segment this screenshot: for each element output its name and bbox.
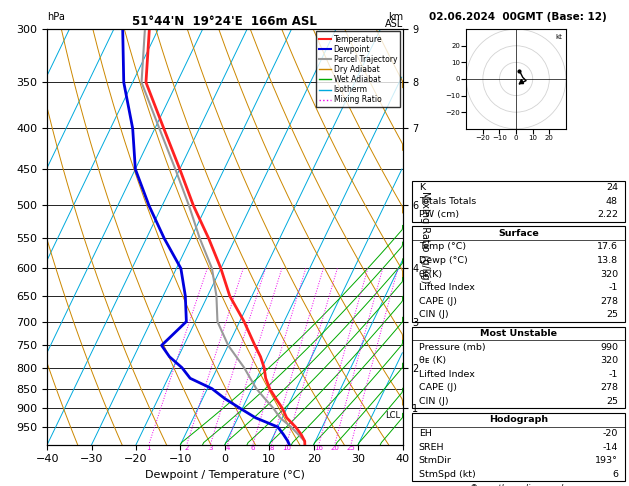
Text: -1: -1 (608, 370, 618, 379)
Text: ASL: ASL (385, 19, 403, 29)
Text: θᴇ (K): θᴇ (K) (419, 356, 446, 365)
Text: -14: -14 (603, 443, 618, 451)
Text: PW (cm): PW (cm) (419, 210, 459, 219)
Text: 16: 16 (314, 445, 323, 451)
Text: StmDir: StmDir (419, 456, 452, 465)
Text: 6: 6 (251, 445, 255, 451)
Title: 51°44'N  19°24'E  166m ASL: 51°44'N 19°24'E 166m ASL (133, 15, 317, 28)
Text: CAPE (J): CAPE (J) (419, 297, 457, 306)
Text: Hodograph: Hodograph (489, 416, 548, 424)
Text: -20: -20 (603, 429, 618, 438)
Text: 2: 2 (184, 445, 189, 451)
Text: km: km (388, 12, 403, 22)
Legend: Temperature, Dewpoint, Parcel Trajectory, Dry Adiabat, Wet Adiabat, Isotherm, Mi: Temperature, Dewpoint, Parcel Trajectory… (316, 32, 400, 107)
X-axis label: Dewpoint / Temperature (°C): Dewpoint / Temperature (°C) (145, 470, 305, 480)
Text: 1: 1 (147, 445, 151, 451)
Text: 2.22: 2.22 (597, 210, 618, 219)
Text: θᴇ(K): θᴇ(K) (419, 270, 443, 278)
Text: CIN (J): CIN (J) (419, 397, 448, 406)
Text: 13.8: 13.8 (597, 256, 618, 265)
Text: 10: 10 (282, 445, 291, 451)
Text: K: K (419, 183, 425, 192)
Text: hPa: hPa (47, 12, 65, 22)
Text: CAPE (J): CAPE (J) (419, 383, 457, 392)
Text: Most Unstable: Most Unstable (480, 329, 557, 338)
Text: 25: 25 (606, 311, 618, 319)
Text: 48: 48 (606, 197, 618, 206)
Text: 24: 24 (606, 183, 618, 192)
Text: 8: 8 (269, 445, 274, 451)
Text: Pressure (mb): Pressure (mb) (419, 343, 486, 351)
Text: 193°: 193° (595, 456, 618, 465)
Y-axis label: Mixing Ratio (g/kg): Mixing Ratio (g/kg) (420, 191, 430, 283)
Text: SREH: SREH (419, 443, 444, 451)
Text: Temp (°C): Temp (°C) (419, 243, 466, 251)
Text: 990: 990 (600, 343, 618, 351)
Text: 320: 320 (600, 270, 618, 278)
Text: 20: 20 (330, 445, 339, 451)
Text: Lifted Index: Lifted Index (419, 283, 474, 292)
Text: Totals Totals: Totals Totals (419, 197, 476, 206)
Text: 25: 25 (606, 397, 618, 406)
Text: CIN (J): CIN (J) (419, 311, 448, 319)
Text: 3: 3 (208, 445, 213, 451)
Text: kt: kt (555, 34, 562, 40)
Text: © weatheronline.co.uk: © weatheronline.co.uk (470, 484, 566, 486)
Text: 4: 4 (225, 445, 230, 451)
Text: EH: EH (419, 429, 431, 438)
Text: 278: 278 (600, 297, 618, 306)
Text: 25: 25 (347, 445, 355, 451)
Text: LCL: LCL (385, 412, 400, 420)
Text: 17.6: 17.6 (597, 243, 618, 251)
Text: 320: 320 (600, 356, 618, 365)
Text: 278: 278 (600, 383, 618, 392)
Text: Lifted Index: Lifted Index (419, 370, 474, 379)
Text: -1: -1 (608, 283, 618, 292)
Text: StmSpd (kt): StmSpd (kt) (419, 470, 476, 479)
Text: 6: 6 (612, 470, 618, 479)
Text: Surface: Surface (498, 229, 538, 238)
Text: 02.06.2024  00GMT (Base: 12): 02.06.2024 00GMT (Base: 12) (430, 12, 607, 22)
Text: Dewp (°C): Dewp (°C) (419, 256, 467, 265)
